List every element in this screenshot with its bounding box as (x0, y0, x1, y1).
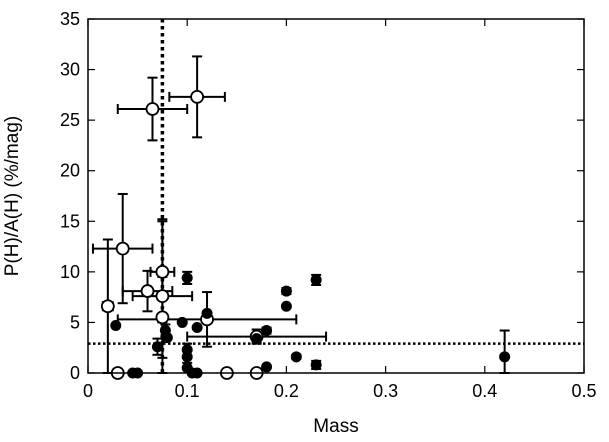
filled-data-point (181, 272, 193, 284)
x-axis-label: Mass (313, 416, 358, 437)
filled-data-point (181, 351, 193, 363)
x-tick-label: 0.1 (175, 381, 200, 401)
plot-frame (87, 18, 585, 374)
filled-data-point (110, 319, 122, 331)
open-data-point (155, 310, 170, 325)
filled-data-point (251, 333, 263, 345)
y-tick-label: 25 (60, 110, 80, 130)
x-tick-label: 0.2 (274, 381, 299, 401)
filled-data-point (310, 359, 322, 371)
y-tick-label: 0 (70, 363, 80, 383)
filled-data-point (176, 316, 188, 328)
filled-data-point (499, 351, 511, 363)
x-tick-label: 0.4 (472, 381, 497, 401)
x-tick-label: 0.3 (373, 381, 398, 401)
filled-data-point (261, 361, 273, 373)
filled-data-point (261, 325, 273, 337)
open-data-point (155, 289, 170, 304)
axis-ticks: 0 0.1 0.2 0.3 0.4 0.5 0 5 10 15 20 25 30 35 (60, 9, 597, 401)
x-tick-label: 0 (83, 381, 93, 401)
y-tick-label: 10 (60, 262, 80, 282)
y-tick-label: 35 (60, 9, 80, 29)
filled-data-point (290, 351, 302, 363)
y-tick-label: 30 (60, 60, 80, 80)
filled-data-point (201, 307, 213, 319)
y-axis-label: P(H)/A(H) (%/mag) (2, 116, 23, 276)
filled-data-point (161, 332, 173, 344)
open-data-point (140, 284, 155, 298)
x-tick-label: 0.5 (571, 381, 596, 401)
open-data-point (115, 241, 130, 256)
filled-data-point (280, 285, 292, 297)
open-data-point (100, 299, 115, 314)
open-data-point (155, 264, 170, 279)
filled-data-point (151, 341, 163, 353)
data-points (100, 89, 511, 380)
filled-data-point (191, 321, 203, 333)
filled-data-point (310, 274, 322, 286)
y-tick-label: 5 (70, 312, 80, 332)
open-data-point (190, 89, 205, 104)
filled-data-point (280, 300, 292, 312)
y-tick-label: 20 (60, 161, 80, 181)
y-tick-label: 15 (60, 211, 80, 231)
open-data-point (145, 102, 160, 116)
